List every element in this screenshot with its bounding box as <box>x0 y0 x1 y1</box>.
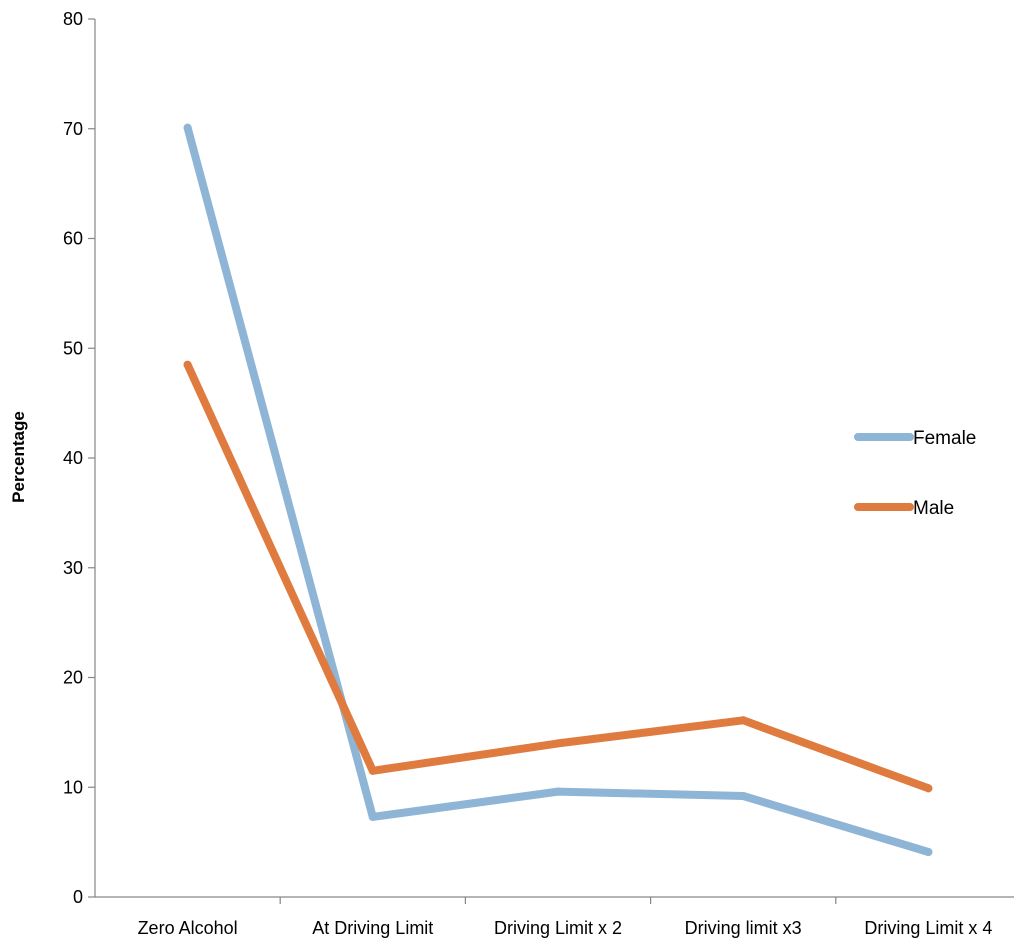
series-lines <box>183 123 933 857</box>
data-point-female <box>368 812 377 821</box>
series-line-male <box>183 360 933 793</box>
x-tick-label: Driving Limit x 4 <box>864 918 992 938</box>
x-tick-label: At Driving Limit <box>312 918 433 938</box>
y-axis-title: Percentage <box>9 411 28 503</box>
x-tick-label: Zero Alcohol <box>138 918 238 938</box>
data-point-male <box>183 360 192 369</box>
y-tick-label: 50 <box>63 338 83 358</box>
y-tick-label: 80 <box>63 9 83 29</box>
x-tick-label: Driving limit x3 <box>685 918 802 938</box>
x-tick-label: Driving Limit x 2 <box>494 918 622 938</box>
data-point-female <box>183 123 192 132</box>
data-point-female <box>924 848 933 857</box>
data-point-male <box>554 739 562 748</box>
y-tick-label: 10 <box>63 777 83 797</box>
data-point-female <box>554 787 562 796</box>
y-tick-label: 0 <box>73 887 83 907</box>
data-point-female <box>739 792 748 801</box>
legend: Female Male <box>854 428 976 519</box>
data-point-male <box>924 784 933 793</box>
y-tick-label: 70 <box>63 119 83 139</box>
legend-label-female: Female <box>913 428 976 449</box>
axes: 0 10 20 30 40 50 60 70 80 Zero Alcohol At Driving … <box>63 9 1014 938</box>
y-tick-label: 40 <box>63 448 83 468</box>
y-tick-label: 20 <box>63 668 83 688</box>
data-point-male <box>368 766 377 775</box>
data-point-male <box>739 716 748 725</box>
legend-label-male: Male <box>913 498 954 519</box>
y-tick-label: 60 <box>63 229 83 249</box>
y-tick-label: 30 <box>63 558 83 578</box>
